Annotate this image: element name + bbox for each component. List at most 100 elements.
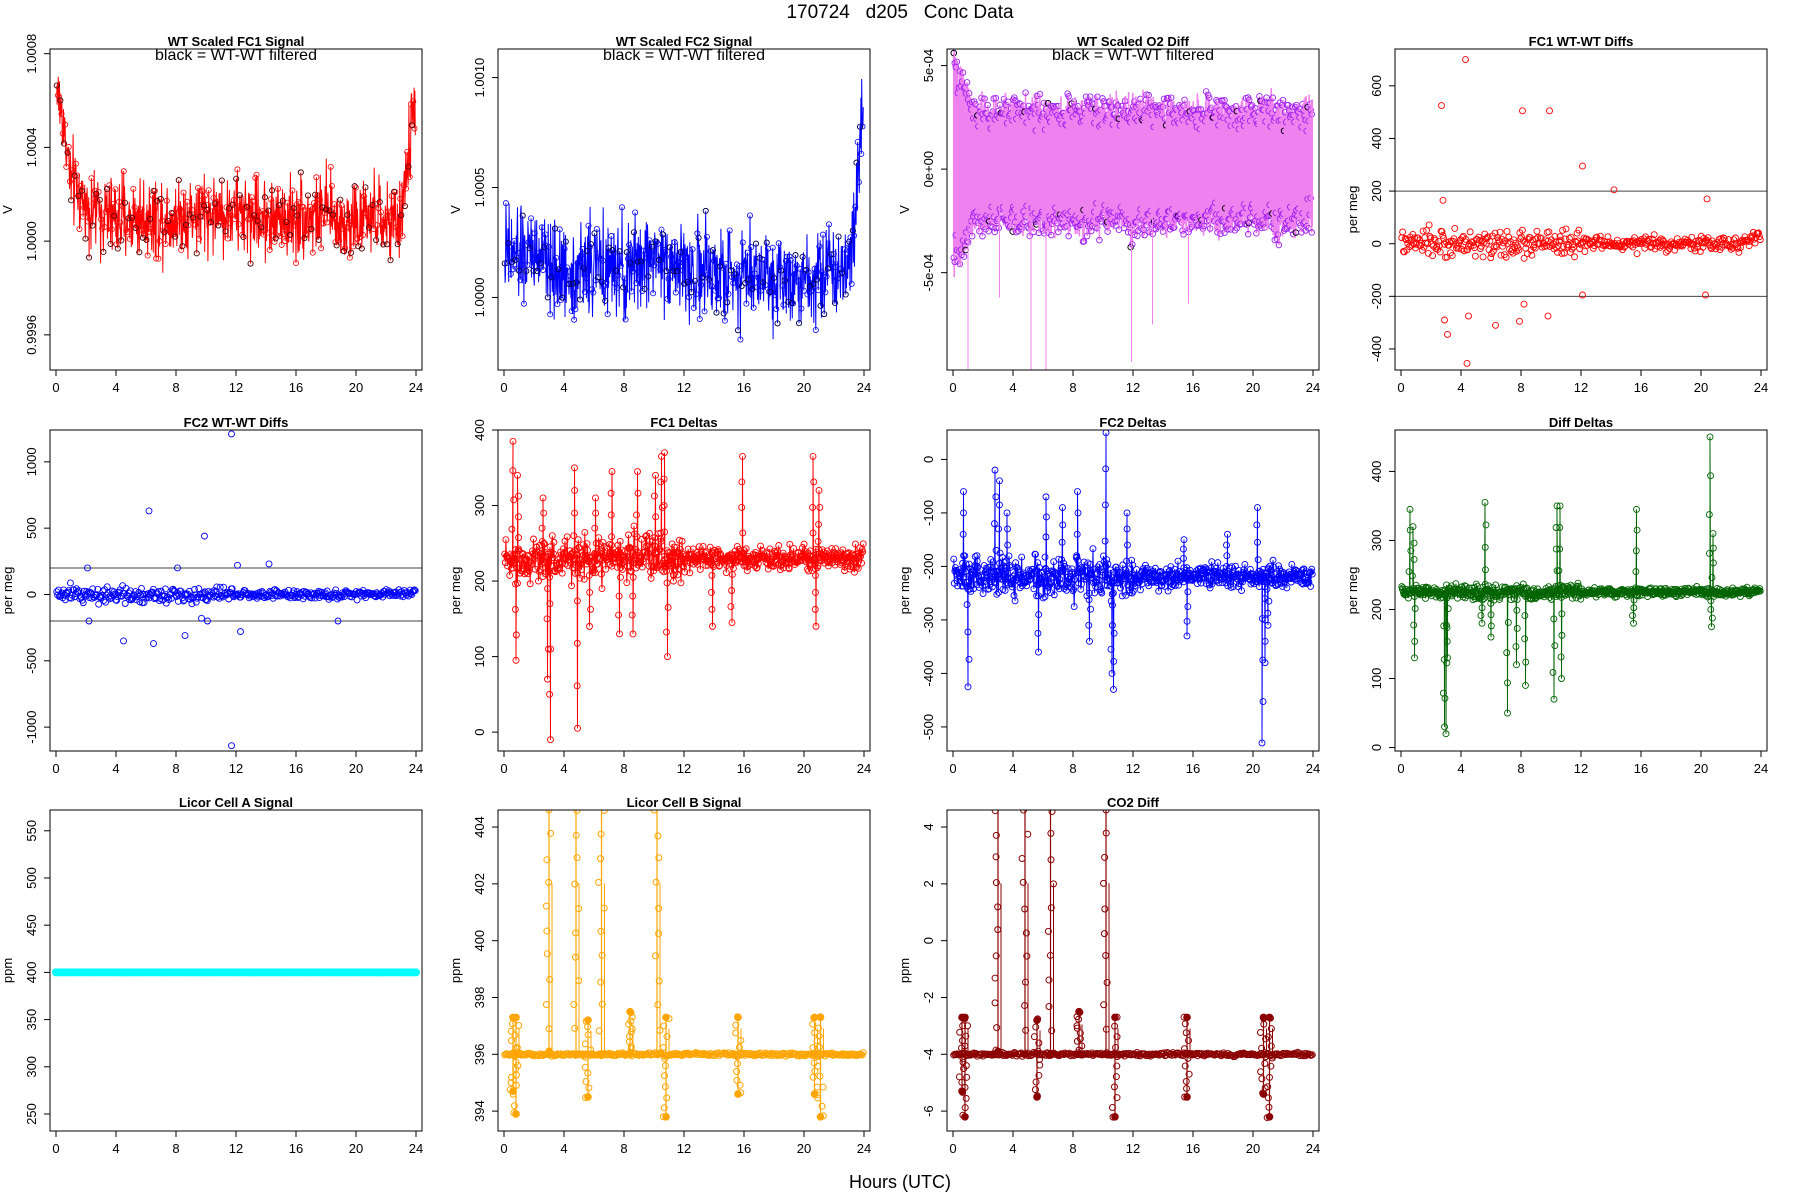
delta-point	[1308, 570, 1316, 578]
diff-point	[75, 587, 83, 595]
signal-point	[843, 251, 850, 258]
delta-point	[633, 511, 640, 519]
diff-point	[1559, 226, 1567, 234]
delta-point	[1112, 563, 1120, 571]
delta-point	[985, 585, 993, 593]
diff-point	[113, 596, 121, 604]
signal-point	[130, 185, 137, 192]
signal-point	[88, 175, 95, 182]
filtered-point	[652, 238, 659, 245]
signal-point	[156, 238, 163, 245]
outlier-point	[265, 560, 273, 568]
x-tick-label: 20	[1694, 380, 1708, 395]
delta-point	[592, 509, 600, 517]
lower-point	[1231, 227, 1239, 234]
y-tick-label: -100	[921, 500, 936, 526]
delta-point	[1044, 572, 1052, 580]
delta-point	[1095, 576, 1103, 584]
diff-point	[1601, 242, 1609, 249]
signal-point	[178, 246, 185, 253]
lower-point	[1141, 231, 1148, 239]
delta-point	[623, 562, 631, 570]
signal-point	[245, 216, 252, 223]
diff-point	[1496, 228, 1504, 236]
delta-point	[1232, 562, 1239, 570]
delta-point	[1008, 580, 1016, 588]
delta-point	[1123, 525, 1131, 533]
delta-point	[1110, 686, 1117, 693]
delta-point	[607, 489, 615, 497]
delta-point	[1087, 605, 1095, 613]
signal-point	[628, 288, 635, 295]
delta-point	[1172, 569, 1180, 577]
delta-point	[530, 535, 537, 543]
signal-point	[829, 260, 836, 267]
delta-point	[579, 541, 587, 549]
signal-point	[288, 216, 295, 223]
diff-point	[1478, 237, 1486, 245]
signal-point	[802, 267, 809, 274]
delta-point	[1059, 521, 1067, 529]
outlier-point	[84, 564, 91, 572]
diff-point	[1554, 248, 1561, 256]
delta-point	[1264, 621, 1272, 629]
outlier-point	[1546, 107, 1553, 115]
filtered-point	[677, 249, 684, 256]
diff-point	[169, 585, 177, 593]
delta-point	[607, 541, 615, 549]
filtered-point	[107, 240, 114, 247]
delta-point	[728, 619, 736, 627]
delta-point	[597, 570, 605, 578]
signal-point	[285, 235, 292, 242]
signal-point	[730, 280, 737, 287]
delta-point	[677, 579, 685, 587]
delta-point	[1130, 580, 1138, 588]
delta-point	[1259, 698, 1267, 705]
filtered-point	[391, 188, 398, 195]
upper-point	[1022, 89, 1029, 96]
delta-point	[1283, 584, 1291, 592]
delta-point	[955, 566, 963, 574]
delta-point	[616, 537, 624, 545]
diff-point	[1656, 243, 1664, 251]
filtered-annotation-p1: black = WT-WT filtered	[155, 47, 317, 64]
delta-line-p6	[504, 441, 864, 740]
delta-point	[558, 569, 566, 577]
y-tick-label: 200	[472, 570, 487, 592]
delta-point	[1149, 577, 1157, 585]
signal-point	[76, 225, 83, 232]
filtered-point	[304, 192, 311, 199]
delta-point	[651, 534, 659, 542]
delta-point	[656, 546, 664, 554]
signal-point	[852, 203, 859, 210]
diff-point	[1645, 235, 1653, 243]
upper-point	[1145, 91, 1152, 99]
y-tick-label: -400	[1369, 336, 1384, 362]
lower-point	[1227, 226, 1234, 233]
signal-point	[553, 254, 560, 261]
delta-point	[1184, 588, 1192, 596]
delta-point	[628, 611, 636, 619]
delta-point	[1000, 558, 1008, 566]
delta-point	[1137, 586, 1144, 594]
filtered-point	[537, 260, 544, 267]
delta-point	[1159, 578, 1167, 586]
signal-point	[535, 250, 542, 257]
delta-point	[689, 545, 697, 553]
signal-point	[848, 280, 855, 287]
delta-point	[809, 529, 817, 537]
signal-point	[834, 275, 841, 282]
delta-point	[776, 566, 784, 574]
y-tick-label: 0.9996	[24, 315, 39, 355]
signal-point	[316, 196, 323, 203]
diff-point	[195, 585, 203, 593]
diff-point	[65, 587, 73, 594]
delta-point	[1051, 569, 1059, 577]
delta-point	[1077, 585, 1085, 593]
delta-point	[1085, 589, 1093, 597]
delta-point	[1288, 560, 1296, 568]
x-tick-label: 24	[1306, 761, 1320, 776]
delta-point	[1085, 596, 1093, 604]
delta-point	[1096, 583, 1104, 591]
